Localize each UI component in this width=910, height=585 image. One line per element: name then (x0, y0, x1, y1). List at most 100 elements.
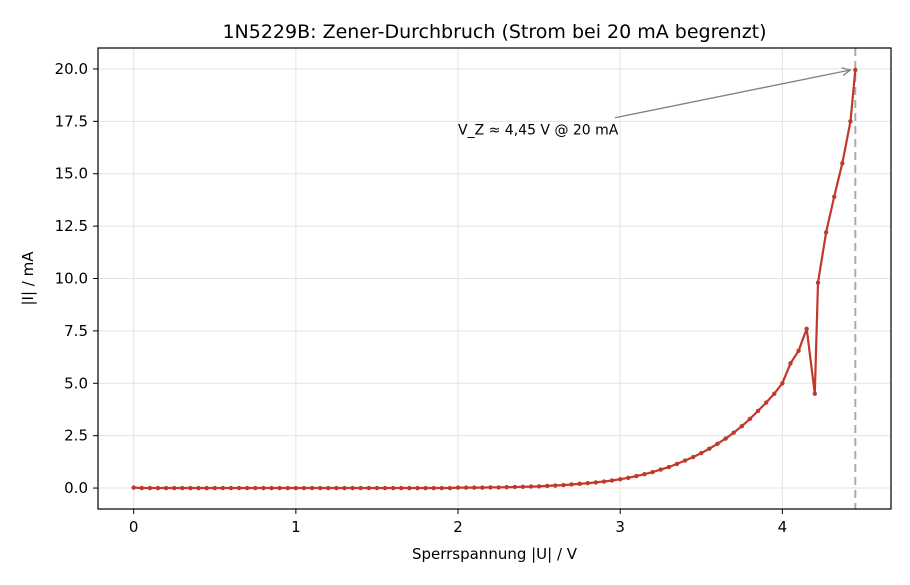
data-point (455, 485, 461, 490)
data-point (439, 485, 444, 491)
data-point (723, 436, 728, 441)
data-point (609, 478, 615, 483)
data-point (139, 485, 144, 491)
chart-title: 1N5229B: Zener-Durchbruch (Strom bei 20 … (222, 21, 766, 43)
data-point (447, 485, 453, 491)
data-point (739, 424, 745, 429)
data-point (163, 485, 169, 491)
data-point (520, 484, 526, 489)
data-point (423, 485, 428, 491)
data-point (747, 416, 753, 422)
data-point (617, 477, 623, 482)
data-point (788, 361, 793, 366)
data-point (472, 485, 477, 490)
data-point (488, 485, 493, 490)
data-point (155, 485, 161, 491)
y-tick-label: 20.0 (55, 60, 88, 78)
data-point (780, 381, 785, 386)
data-point (236, 485, 242, 491)
data-point (666, 464, 672, 470)
data-point (407, 485, 412, 491)
data-point (585, 481, 590, 486)
data-point (763, 400, 769, 405)
data-point (650, 469, 655, 475)
data-point (658, 467, 663, 472)
data-point (601, 479, 607, 484)
data-point (812, 391, 817, 396)
y-tick-label: 0.0 (64, 479, 88, 497)
data-point (277, 485, 282, 491)
data-point (840, 161, 845, 166)
y-axis-label: |I| / mA (19, 251, 37, 306)
y-tick-label: 15.0 (55, 165, 88, 183)
data-point (634, 473, 639, 479)
data-point (317, 485, 323, 491)
data-point (512, 484, 517, 490)
data-point (715, 441, 720, 447)
data-point (285, 485, 290, 491)
data-point (334, 485, 339, 491)
data-point (244, 485, 250, 491)
data-point (301, 485, 307, 491)
data-point (731, 430, 736, 435)
grid-lines (98, 48, 891, 509)
data-point (204, 485, 209, 491)
data-point (431, 485, 436, 491)
data-point (326, 485, 331, 491)
y-tick-label: 10.0 (55, 270, 88, 288)
data-point (220, 485, 226, 491)
data-point (172, 485, 177, 491)
data-point (196, 485, 201, 491)
data-point (707, 446, 712, 451)
data-point (504, 485, 509, 490)
annotation-group: V_Z ≈ 4,45 V @ 20 mA (458, 67, 852, 139)
data-point (832, 194, 837, 199)
data-point (528, 484, 534, 489)
x-tick-label: 4 (778, 518, 788, 536)
data-point (374, 485, 380, 491)
data-point (569, 482, 574, 487)
data-point (228, 485, 234, 491)
data-point (261, 485, 266, 491)
data-point (804, 326, 809, 331)
data-point (642, 472, 647, 477)
y-tick-label: 12.5 (55, 217, 88, 235)
data-point (463, 485, 469, 490)
y-axis-ticks: 0.0 2.5 5.0 7.5 10.0 12.5 15.0 17.5 20.0 (55, 60, 98, 497)
x-axis-label: Sperrspannung |U| / V (412, 545, 578, 563)
data-point (755, 408, 761, 414)
data-point (815, 280, 821, 285)
data-point (682, 458, 688, 463)
data-point (358, 485, 363, 491)
data-point (382, 485, 388, 491)
data-point (415, 485, 420, 491)
data-point (577, 481, 582, 487)
data-point (674, 461, 680, 467)
data-point (561, 482, 566, 488)
data-point (293, 485, 299, 491)
x-tick-label: 1 (291, 518, 301, 536)
data-point (553, 483, 558, 488)
data-point (131, 485, 136, 490)
data-point (309, 485, 315, 491)
data-point (699, 450, 704, 456)
data-point (180, 485, 185, 491)
data-point (853, 67, 858, 73)
data-point (342, 485, 347, 491)
data-point (772, 391, 777, 396)
data-point (796, 348, 801, 353)
data-point (823, 230, 829, 235)
x-tick-label: 3 (615, 518, 625, 536)
data-point (188, 485, 193, 491)
data-point (390, 485, 396, 491)
annotation-arrow (614, 69, 851, 119)
data-point (253, 485, 258, 491)
annotation-arrowhead (841, 67, 852, 76)
data-point (690, 454, 696, 460)
data-point (212, 485, 217, 491)
data-point (848, 119, 853, 124)
data-point (269, 485, 274, 491)
data-point (593, 480, 599, 485)
data-point (350, 485, 355, 491)
y-tick-label: 17.5 (55, 112, 88, 130)
